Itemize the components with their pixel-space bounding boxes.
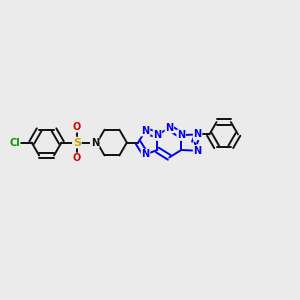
Text: O: O [73, 153, 81, 163]
Text: N: N [177, 130, 185, 140]
Text: N: N [153, 130, 161, 140]
Text: N: N [165, 123, 173, 133]
Text: S: S [73, 138, 81, 148]
Text: N: N [194, 146, 202, 156]
Text: N: N [91, 138, 99, 148]
Text: N: N [142, 126, 150, 136]
Text: Cl: Cl [9, 138, 20, 148]
Text: N: N [142, 149, 150, 160]
Text: O: O [73, 122, 81, 132]
Text: N: N [194, 129, 202, 140]
